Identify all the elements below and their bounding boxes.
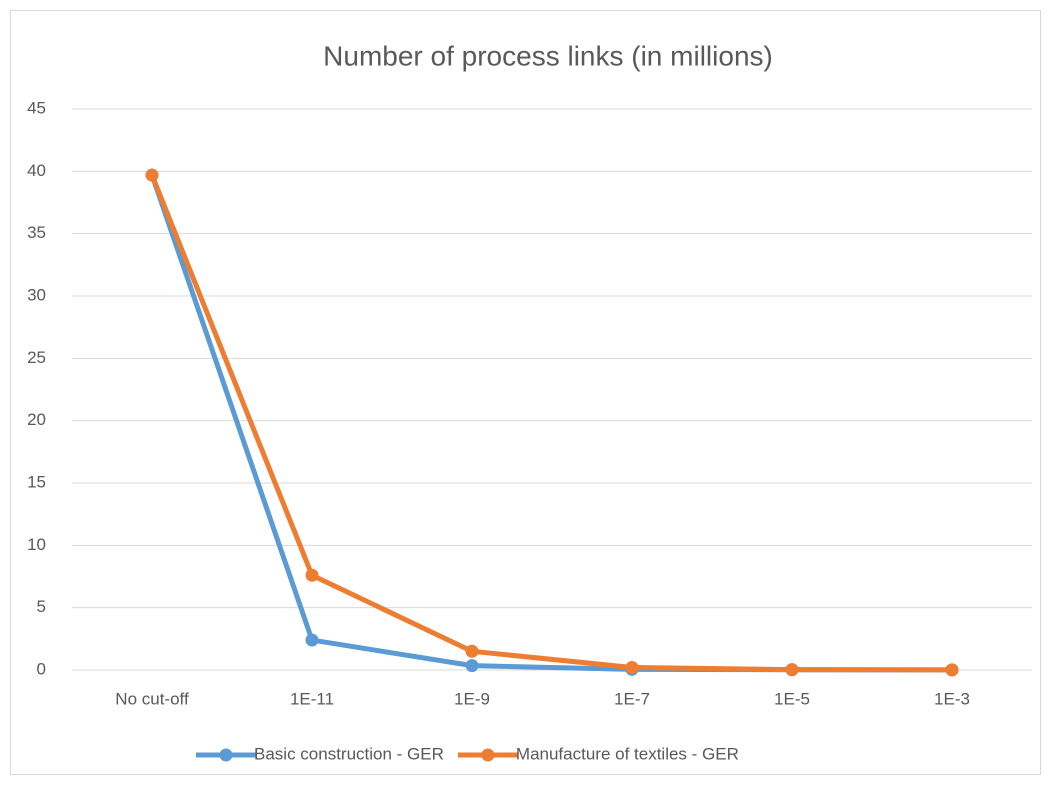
- x-tick-label: 1E-11: [290, 689, 334, 708]
- x-tick-label: 1E-7: [614, 689, 650, 708]
- legend-label: Manufacture of textiles - GER: [516, 744, 739, 763]
- chart-title: Number of process links (in millions): [323, 40, 773, 71]
- y-tick-label: 5: [37, 597, 46, 616]
- data-point: [465, 644, 479, 658]
- y-tick-label: 25: [27, 348, 46, 367]
- y-tick-label: 20: [27, 410, 46, 429]
- x-tick-label: No cut-off: [115, 689, 189, 708]
- x-tick-label: 1E-9: [454, 689, 490, 708]
- chart-frame: [10, 10, 1041, 775]
- y-tick-label: 35: [27, 223, 46, 242]
- y-tick-label: 10: [27, 535, 46, 554]
- x-tick-label: 1E-5: [774, 689, 810, 708]
- y-tick-label: 15: [27, 472, 46, 491]
- series-line: [149, 174, 953, 673]
- y-tick-label: 0: [37, 659, 46, 678]
- y-tick-label: 40: [27, 161, 46, 180]
- data-point: [625, 661, 639, 675]
- y-tick-label: 45: [27, 98, 46, 117]
- legend-marker: [219, 748, 233, 762]
- data-point: [305, 568, 319, 582]
- data-point: [945, 663, 959, 677]
- data-point: [785, 663, 799, 677]
- data-point: [465, 659, 479, 673]
- y-tick-label: 30: [27, 285, 46, 304]
- legend-label: Basic construction - GER: [254, 744, 444, 763]
- data-point: [145, 168, 159, 182]
- data-point: [305, 633, 319, 647]
- x-tick-label: 1E-3: [934, 689, 970, 708]
- legend-marker: [481, 748, 495, 762]
